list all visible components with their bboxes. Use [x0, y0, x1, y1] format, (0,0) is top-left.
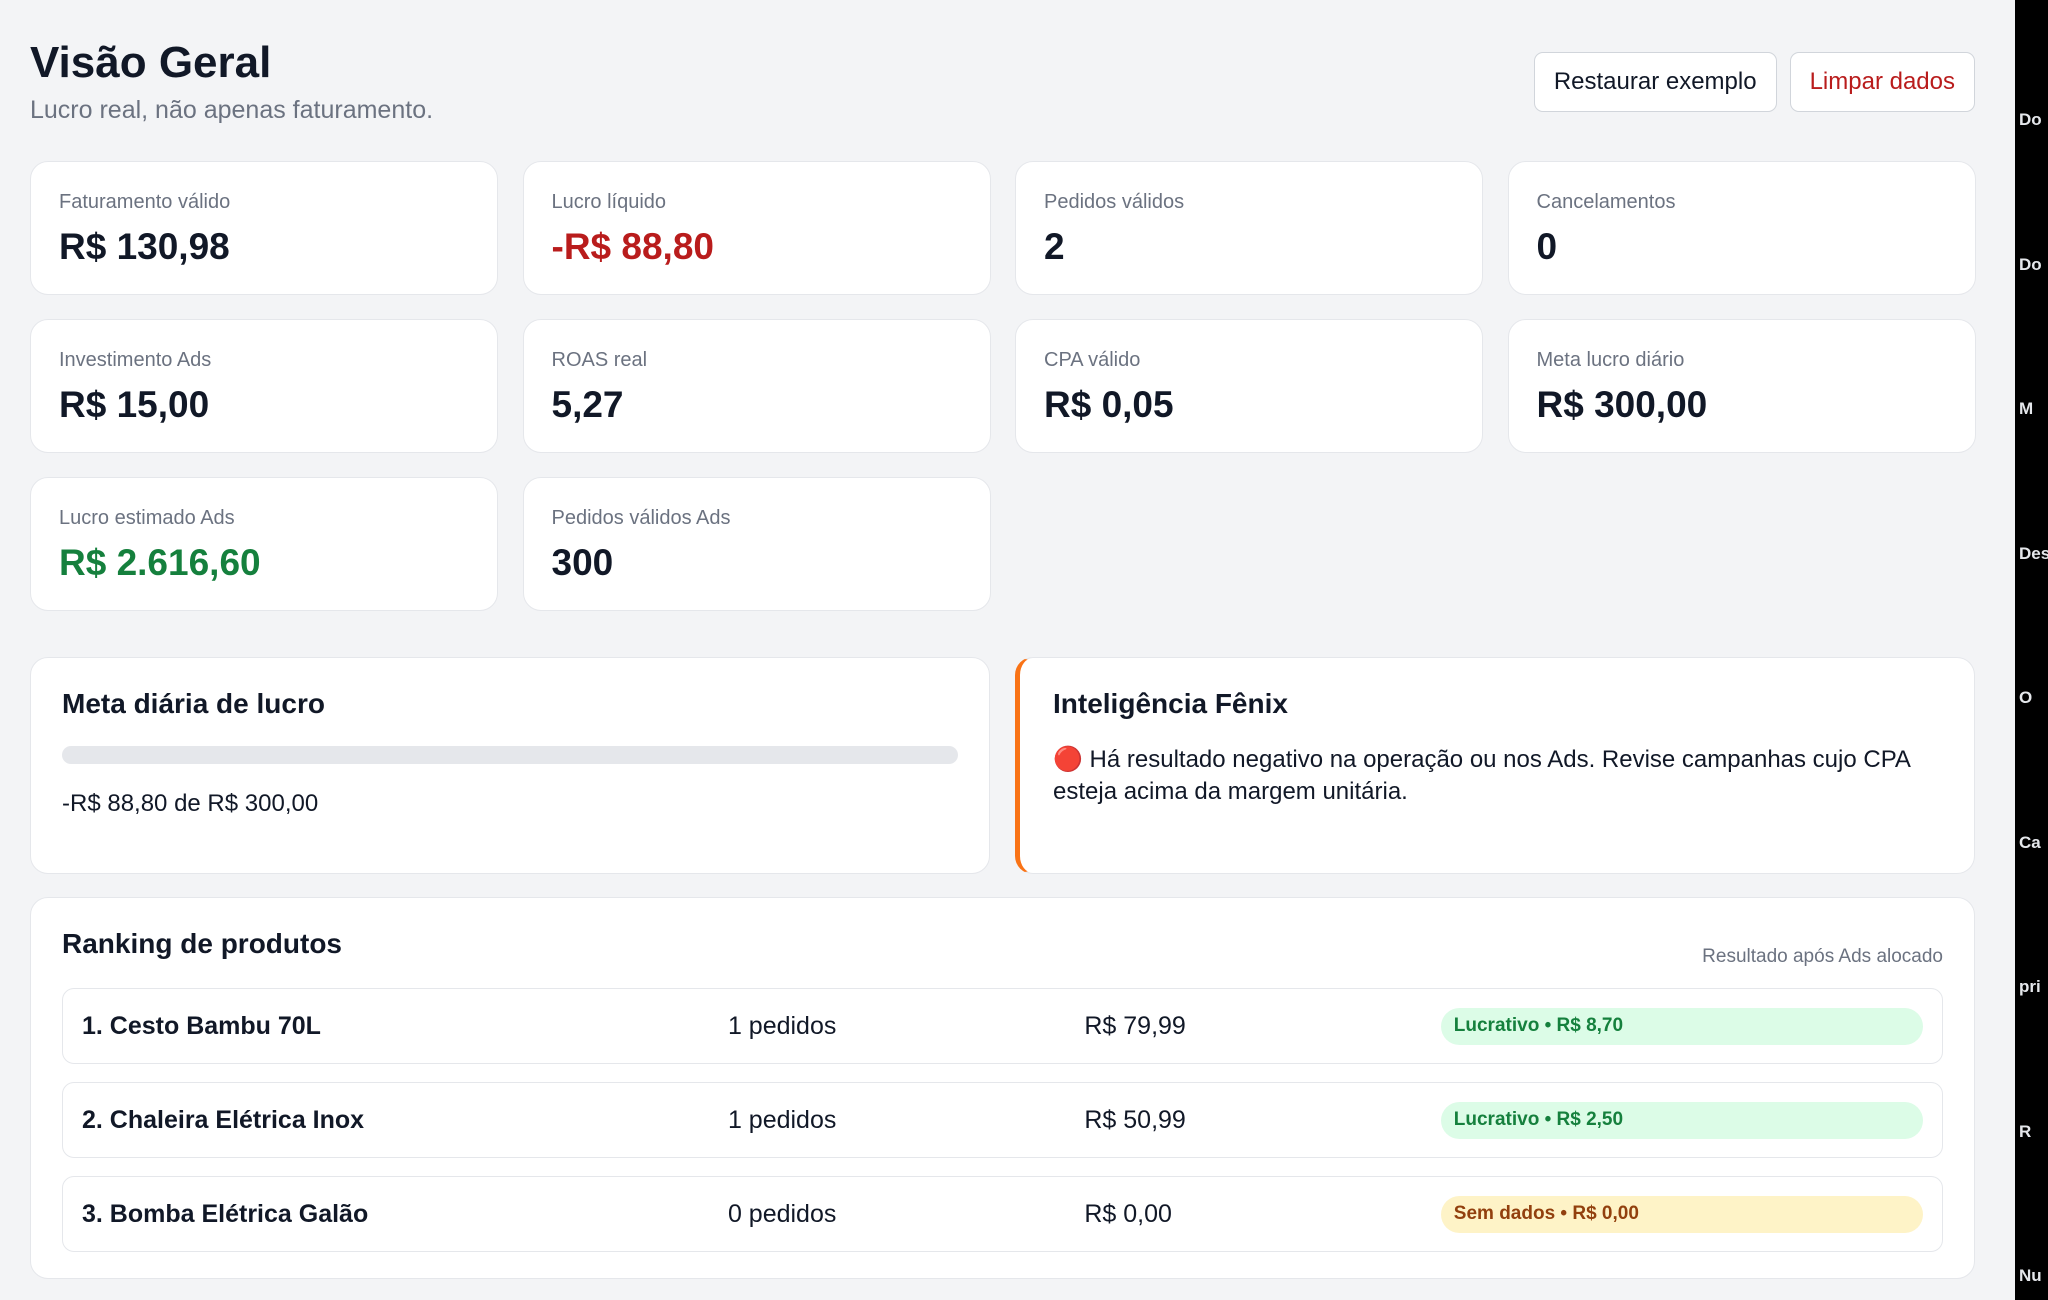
metric-card: Cancelamentos 0 — [1507, 161, 1976, 295]
header: Visão Geral Lucro real, não apenas fatur… — [30, 0, 1975, 161]
metric-label: CPA válido — [1044, 349, 1141, 371]
goal-panel: Meta diária de lucro -R$ 88,80 de R$ 300… — [30, 657, 990, 874]
action-button[interactable]: Limpar dados — [1789, 52, 1975, 112]
metric-label: Faturamento válido — [59, 191, 231, 213]
ranking-row: 1. Cesto Bambu 70L 1 pedidos R$ 79,99 Lucra… — [62, 988, 1943, 1064]
metric-label: Pedidos válidos Ads — [551, 507, 731, 529]
progress-bar — [62, 746, 958, 764]
insight-text: 🔴 Há resultado negativo na operação ou n… — [1053, 746, 1910, 805]
ranking-row: 3. Bomba Elétrica Galão 0 pedidos R$ 0,00 S… — [62, 1176, 1943, 1252]
status-badge: Lucrativo • R$ 2,50 — [1440, 1101, 1924, 1139]
desktop-icon-label: Do — [2019, 110, 2042, 129]
product-name: 3. Bomba Elétrica Galão — [82, 1199, 369, 1228]
ranking-row: 2. Chaleira Elétrica Inox 1 pedidos R$ 50,… — [62, 1082, 1943, 1158]
metric-label: ROAS real — [551, 349, 648, 371]
metric-label: Cancelamentos — [1536, 191, 1676, 213]
metric-value: R$ 0,05 — [1044, 384, 1174, 425]
desktop-strip: Do Do M Des O Ca pri R Nu — [2015, 0, 2048, 1300]
desktop-icon-label: pri — [2019, 977, 2041, 996]
metric-value: 0 — [1536, 226, 1558, 267]
goal-text: -R$ 88,80 de R$ 300,00 — [62, 790, 319, 817]
product-revenue: R$ 50,99 — [1084, 1105, 1186, 1134]
main: Visão Geral Lucro real, não apenas fatur… — [30, 0, 1976, 1279]
metric-card: Lucro estimado Ads R$ 2.616,60 — [30, 477, 498, 611]
metric-card: Lucro líquido -R$ 88,80 — [522, 161, 991, 295]
metric-label: Lucro estimado Ads — [59, 507, 235, 529]
metric-value: 300 — [551, 542, 614, 583]
product-revenue: R$ 0,00 — [1084, 1199, 1172, 1228]
product-orders: 1 pedidos — [727, 1011, 837, 1040]
button-group: Restaurar exemplo Limpar dados — [1533, 52, 1975, 112]
action-button[interactable]: Restaurar exemplo — [1533, 52, 1777, 112]
metric-value: R$ 2.616,60 — [59, 542, 261, 583]
insight-panel: Inteligência Fênix 🔴 Há resultado negati… — [1015, 657, 1975, 874]
metric-label: Lucro líquido — [551, 191, 667, 213]
subtitle: Lucro real, não apenas faturamento. — [30, 96, 434, 124]
status-badge: Lucrativo • R$ 8,70 — [1440, 1007, 1924, 1045]
metric-card: Meta lucro diário R$ 300,00 — [1507, 319, 1976, 453]
metrics: Faturamento válido R$ 130,98 Lucro líquido… — [30, 161, 1976, 611]
desktop-icon-label: Do — [2019, 254, 2042, 274]
desktop-icon-label: M — [2019, 399, 2034, 418]
metric-card: ROAS real 5,27 — [522, 319, 991, 453]
desktop-icon-label: Des — [2019, 543, 2048, 563]
metric-card: Investimento Ads R$ 15,00 — [30, 319, 498, 453]
metric-value: 2 — [1044, 226, 1065, 267]
metric-value: 5,27 — [551, 384, 624, 425]
product-name: 2. Chaleira Elétrica Inox — [82, 1105, 365, 1134]
ranking-rows: 1. Cesto Bambu 70L 1 pedidos R$ 79,99 Lucra… — [62, 988, 1943, 1252]
metric-value: R$ 15,00 — [59, 384, 210, 425]
metric-card: Pedidos válidos Ads 300 — [522, 477, 991, 611]
goal-title: Meta diária de lucro — [62, 688, 325, 719]
desktop-icon-label: Nu — [2019, 1266, 2042, 1285]
title: Visão Geral — [30, 38, 272, 87]
ranking-note: Resultado após Ads alocado — [1702, 946, 1943, 967]
desktop-icon-label: O — [2019, 688, 2033, 707]
metric-label: Pedidos válidos — [1044, 191, 1185, 213]
metric-card: CPA válido R$ 0,05 — [1015, 319, 1483, 453]
product-revenue: R$ 79,99 — [1084, 1011, 1186, 1040]
metric-card: Faturamento válido R$ 130,98 — [30, 161, 498, 295]
metric-label: Meta lucro diário — [1536, 349, 1685, 371]
metric-value: -R$ 88,80 — [551, 226, 715, 267]
panels: Meta diária de lucro -R$ 88,80 de R$ 300… — [30, 657, 1975, 874]
status-badge: Sem dados • R$ 0,00 — [1440, 1195, 1924, 1233]
insight-title: Inteligência Fênix — [1053, 688, 1288, 719]
metric-value: R$ 300,00 — [1536, 384, 1708, 425]
desktop-icon-label: Ca — [2019, 832, 2041, 852]
metric-value: R$ 130,98 — [59, 226, 230, 267]
ranking: Ranking de produtos Resultado após Ads a… — [30, 897, 1975, 1279]
product-orders: 1 pedidos — [727, 1105, 837, 1134]
ranking-title: Ranking de produtos — [62, 928, 342, 959]
product-name: 1. Cesto Bambu 70L — [82, 1011, 321, 1040]
product-orders: 0 pedidos — [727, 1199, 837, 1228]
desktop-icon-label: R — [2019, 1121, 2032, 1141]
metric-label: Investimento Ads — [59, 349, 212, 371]
metric-card: Pedidos válidos 2 — [1015, 161, 1483, 295]
